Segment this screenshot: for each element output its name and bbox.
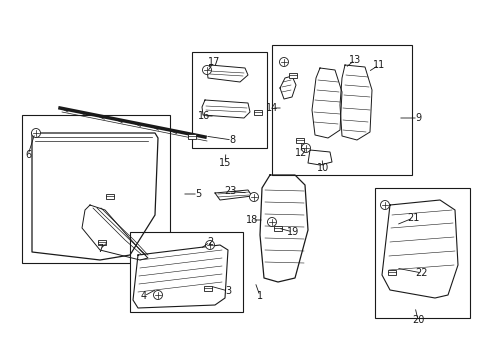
Circle shape bbox=[380, 201, 389, 210]
Text: 12: 12 bbox=[294, 148, 306, 158]
Bar bbox=[98, 239, 106, 244]
Text: 6: 6 bbox=[25, 150, 31, 160]
Bar bbox=[22, 115, 170, 263]
Bar bbox=[295, 138, 304, 143]
Text: 16: 16 bbox=[198, 111, 210, 121]
Bar bbox=[192, 52, 266, 148]
Circle shape bbox=[301, 144, 310, 153]
Bar bbox=[271, 45, 411, 175]
Bar bbox=[253, 109, 262, 114]
Circle shape bbox=[205, 240, 214, 249]
Circle shape bbox=[202, 66, 211, 75]
Circle shape bbox=[267, 217, 276, 226]
Text: 7: 7 bbox=[97, 244, 103, 254]
Text: 9: 9 bbox=[414, 113, 420, 123]
Text: 3: 3 bbox=[224, 286, 231, 296]
Bar bbox=[203, 285, 212, 291]
Text: 22: 22 bbox=[415, 268, 427, 278]
Bar bbox=[273, 225, 282, 230]
Bar bbox=[387, 270, 395, 274]
Bar bbox=[130, 232, 243, 312]
Text: 18: 18 bbox=[245, 215, 258, 225]
Bar bbox=[187, 134, 196, 139]
Circle shape bbox=[31, 129, 41, 138]
Text: 15: 15 bbox=[218, 158, 231, 168]
Text: 11: 11 bbox=[372, 60, 385, 70]
Text: 8: 8 bbox=[228, 135, 235, 145]
Bar bbox=[288, 72, 296, 77]
Text: 5: 5 bbox=[195, 189, 201, 199]
Text: 4: 4 bbox=[141, 291, 147, 301]
Text: 17: 17 bbox=[207, 57, 220, 67]
Text: 14: 14 bbox=[265, 103, 278, 113]
Text: 19: 19 bbox=[286, 227, 299, 237]
Text: 1: 1 bbox=[256, 291, 263, 301]
Bar bbox=[374, 188, 469, 318]
Circle shape bbox=[153, 291, 162, 300]
Text: 21: 21 bbox=[406, 213, 418, 223]
Text: 2: 2 bbox=[206, 237, 213, 247]
Text: 20: 20 bbox=[411, 315, 423, 325]
Circle shape bbox=[249, 193, 258, 202]
Bar bbox=[106, 194, 114, 198]
Text: 13: 13 bbox=[348, 55, 360, 65]
Circle shape bbox=[279, 58, 288, 67]
Text: 23: 23 bbox=[224, 186, 236, 196]
Text: 10: 10 bbox=[316, 163, 328, 173]
